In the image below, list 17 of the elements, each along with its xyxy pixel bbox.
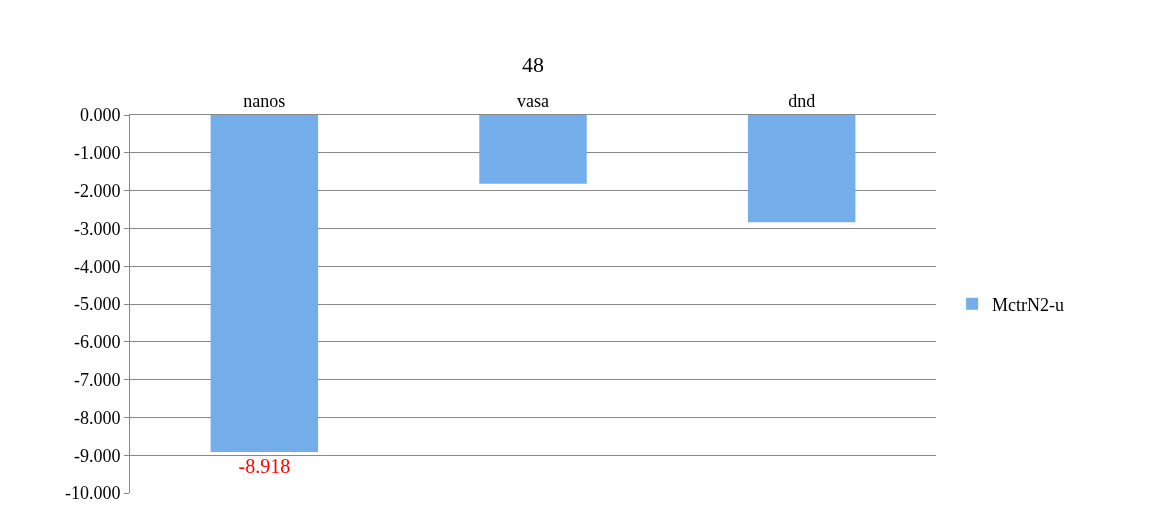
x-tick-label: nanos (243, 90, 286, 111)
legend-label: MctrN2-u (992, 294, 1065, 315)
y-tick-label: -5.000 (73, 294, 121, 315)
data-label: -8.918 (238, 455, 291, 478)
x-axis-title: 48 (522, 51, 544, 77)
y-tick-label: -2.000 (73, 180, 121, 201)
y-tick-label: -3.000 (73, 218, 121, 239)
y-tick-label: -9.000 (73, 445, 121, 466)
y-tick-label: -1.000 (73, 143, 121, 164)
y-tick-label: -8.000 (73, 407, 121, 428)
y-tick-label: -10.000 (64, 483, 121, 504)
x-tick-label: dnd (788, 90, 816, 111)
y-tick-label: -7.000 (73, 369, 121, 390)
y-tick-label: -6.000 (73, 332, 121, 353)
y-tick-label: -4.000 (73, 256, 121, 277)
x-tick-label: vasa (517, 90, 549, 111)
y-tick-label: 0.000 (79, 105, 121, 126)
